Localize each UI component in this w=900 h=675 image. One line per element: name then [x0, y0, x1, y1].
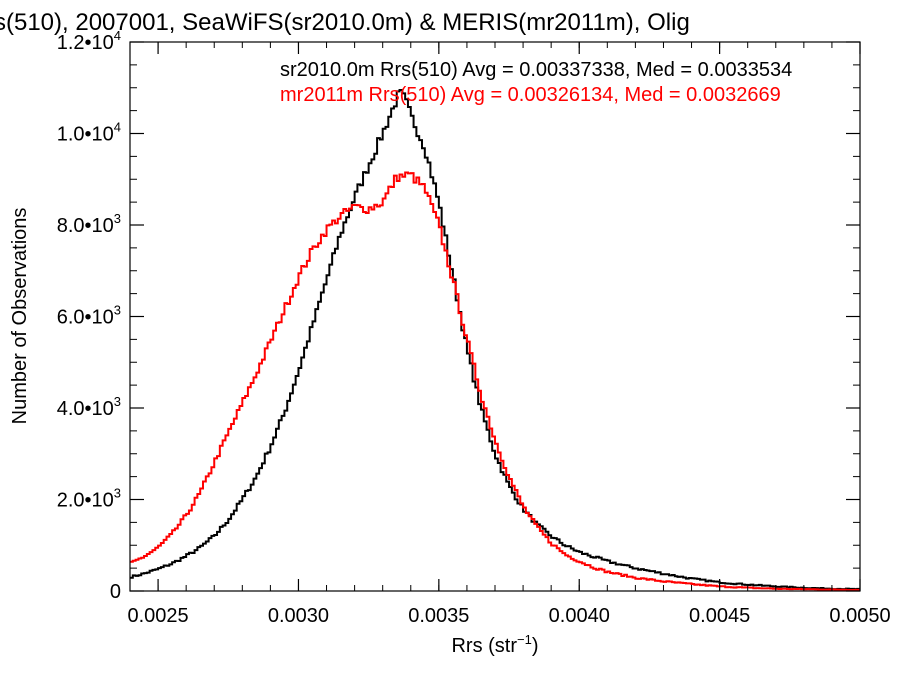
- x-axis-label-close: ): [532, 635, 539, 657]
- x-axis-label-main: Rrs (str: [451, 635, 517, 657]
- y-tick-label-1: 2.0•103: [57, 486, 121, 512]
- x-tick-label-0: 0.0025: [127, 605, 188, 627]
- series-sr2010.0m-histogram: [130, 89, 860, 591]
- chart-title: rs(510), 2007001, SeaWiFS(sr2010.0m) & M…: [0, 9, 690, 36]
- legend-entry-mr2011: mr2011m Rrs(510) Avg = 0.00326134, Med =…: [280, 84, 781, 106]
- x-tick-label-4: 0.0045: [689, 605, 750, 627]
- x-axis-label: Rrs (str−1): [451, 632, 538, 657]
- y-tick-label-0: 0: [110, 581, 121, 603]
- x-tick-label-3: 0.0040: [549, 605, 610, 627]
- x-tick-label-5: 0.0050: [829, 605, 890, 627]
- legend-entry-sr2010: sr2010.0m Rrs(510) Avg = 0.00337338, Med…: [280, 59, 792, 81]
- y-tick-label-2: 4.0•103: [57, 394, 121, 420]
- y-tick-label-4: 8.0•103: [57, 211, 121, 237]
- y-tick-label-6: 1.2•104: [57, 28, 121, 54]
- series-mr2011m-histogram: [130, 171, 860, 592]
- series-layer: [130, 89, 860, 592]
- x-axis-label-superscript: −1: [517, 632, 532, 647]
- x-tick-label-2: 0.0035: [408, 605, 469, 627]
- y-tick-label-3: 6.0•103: [57, 303, 121, 329]
- axis-layer: 0.0025 0.0030 0.0035 0.0040 0.0045 0.0050 0 2.0…: [57, 28, 891, 627]
- y-tick-label-5: 1.0•104: [57, 120, 121, 146]
- y-axis-label: Number of Observations: [9, 208, 31, 425]
- x-tick-label-1: 0.0030: [268, 605, 329, 627]
